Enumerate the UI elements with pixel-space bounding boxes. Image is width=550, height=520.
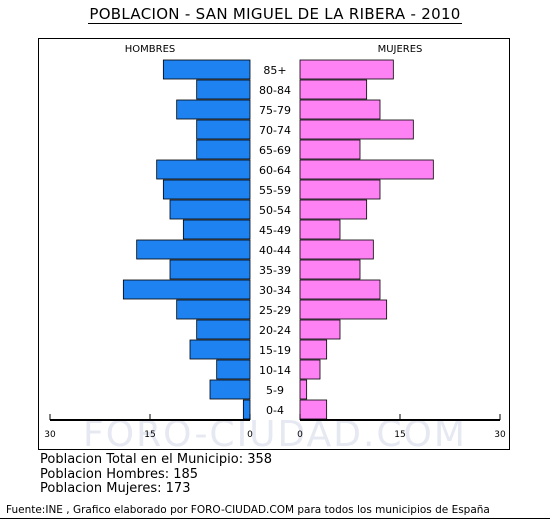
bar-women-5-9 <box>299 379 308 400</box>
bar-women-0-4 <box>299 399 328 420</box>
bar-women-20-24 <box>299 319 341 340</box>
bar-women-65-69 <box>299 139 361 160</box>
men-bars <box>122 59 251 420</box>
bar-men-70-74 <box>196 119 251 140</box>
age-label: 65-69 <box>259 144 291 157</box>
bar-men-45-49 <box>182 219 251 240</box>
bar-women-15-19 <box>299 339 328 360</box>
x-axis: 30 15 0 0 15 30 <box>44 414 506 440</box>
bar-women-40-44 <box>299 239 374 260</box>
totals: Poblacion Total en el Municipio: 358 Pob… <box>40 452 273 497</box>
age-label: 60-64 <box>259 164 291 177</box>
bar-women-70-74 <box>299 119 414 140</box>
age-label: 75-79 <box>259 104 291 117</box>
men-population: Poblacion Hombres: 185 <box>40 466 199 482</box>
bar-men-20-24 <box>196 319 251 340</box>
legend-men: HOMBRES <box>125 44 176 55</box>
x-tick-label: 0 <box>247 430 253 440</box>
age-labels: 85+ 80-84 75-79 70-74 65-69 60-64 55-59 50-54 45… <box>259 64 291 417</box>
bar-men-85+ <box>162 59 251 80</box>
age-label: 25-29 <box>259 304 291 317</box>
age-label: 10-14 <box>259 364 291 377</box>
age-label: 40-44 <box>259 244 291 257</box>
bar-women-75-79 <box>299 99 381 120</box>
chart-frame <box>38 38 510 450</box>
bar-women-55-59 <box>299 179 381 200</box>
bar-men-50-54 <box>169 199 251 220</box>
age-label: 35-39 <box>259 264 291 277</box>
age-label: 45-49 <box>259 224 291 237</box>
legend-women: MUJERES <box>378 44 423 55</box>
population-pyramid: 85+ 80-84 75-79 70-74 65-69 60-64 55-59 50-54 45… <box>44 44 506 440</box>
bar-men-35-39 <box>169 259 251 280</box>
bar-men-5-9 <box>209 379 251 400</box>
x-tick-label: 0 <box>297 430 303 440</box>
bar-women-25-29 <box>299 299 388 320</box>
chart-title: POBLACION - SAN MIGUEL DE LA RIBERA - 20… <box>88 5 462 24</box>
bar-men-55-59 <box>162 179 251 200</box>
bar-women-85+ <box>299 59 394 80</box>
bar-men-25-29 <box>176 299 251 320</box>
age-label: 5-9 <box>266 384 284 397</box>
footer-source: Fuente:INE , Grafico elaborado por FORO-… <box>6 504 490 516</box>
bar-women-35-39 <box>299 259 361 280</box>
bar-men-60-64 <box>156 159 251 180</box>
bar-men-40-44 <box>136 239 251 260</box>
bar-women-60-64 <box>299 159 434 180</box>
women-population: Poblacion Mujeres: 173 <box>40 481 191 496</box>
women-bars <box>299 59 434 420</box>
bar-men-80-84 <box>196 79 251 100</box>
bar-men-10-14 <box>216 359 251 380</box>
bar-women-30-34 <box>299 279 381 300</box>
age-label: 0-4 <box>266 404 284 417</box>
total-population: Poblacion Total en el Municipio: 358 <box>40 452 273 467</box>
bar-men-30-34 <box>122 279 251 300</box>
bar-men-75-79 <box>176 99 251 120</box>
age-label: 20-24 <box>259 324 291 337</box>
bar-women-45-49 <box>299 219 341 240</box>
age-label: 30-34 <box>259 284 291 297</box>
bar-women-10-14 <box>299 359 321 380</box>
x-tick-label: 30 <box>44 430 56 440</box>
footer-rule <box>0 518 550 519</box>
x-tick-label: 30 <box>494 430 506 440</box>
bar-men-15-19 <box>189 339 251 360</box>
age-label: 50-54 <box>259 204 291 217</box>
age-label: 80-84 <box>259 84 291 97</box>
bar-men-0-4 <box>242 399 251 420</box>
x-tick-label: 15 <box>144 430 155 440</box>
age-label: 55-59 <box>259 184 291 197</box>
bar-men-65-69 <box>196 139 251 160</box>
bar-women-80-84 <box>299 79 368 100</box>
age-label: 70-74 <box>259 124 291 137</box>
bar-women-50-54 <box>299 199 368 220</box>
age-label: 15-19 <box>259 344 291 357</box>
age-label: 85+ <box>263 64 286 77</box>
x-tick-label: 15 <box>394 430 405 440</box>
